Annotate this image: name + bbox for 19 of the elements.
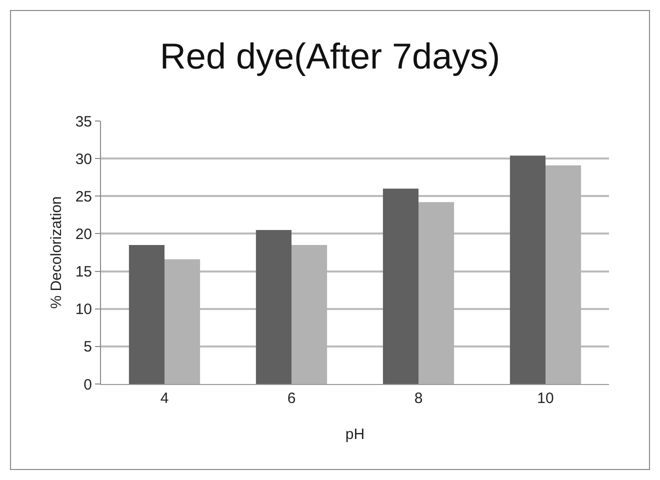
x-axis-title: pH [345,426,365,443]
x-tick-label: 8 [414,390,423,407]
y-tick-label: 35 [75,113,92,130]
y-tick-label: 15 [75,264,92,281]
y-tick-label: 30 [75,150,92,168]
y-tick-label: 0 [84,376,92,394]
y-axis-title: % Decolorization [48,196,65,309]
bar [256,230,292,384]
x-tick-label: 6 [287,390,296,407]
bar [128,244,164,384]
y-tick-label: 25 [75,188,92,206]
chart-title: Red dye(After 7days) [160,35,500,76]
x-tick-label: 10 [537,390,554,407]
x-tick-label: 4 [160,390,169,407]
y-tick-label: 10 [75,301,92,318]
bar [510,156,546,384]
bar [382,188,418,384]
y-tick-label: 20 [75,226,92,243]
y-tick-label: 5 [84,338,92,356]
